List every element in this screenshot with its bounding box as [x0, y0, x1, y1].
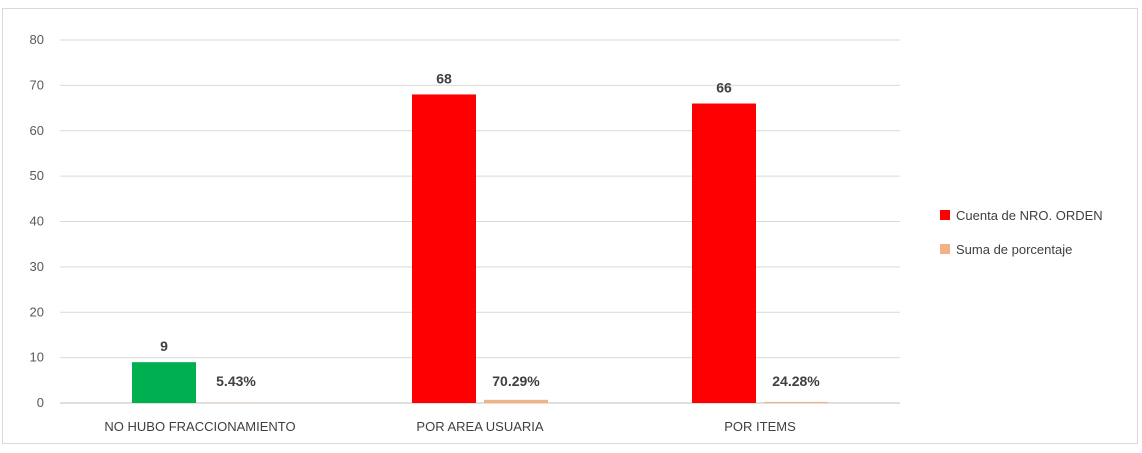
- legend: Cuenta de NRO. ORDEN Suma de porcentaje: [940, 203, 1103, 271]
- legend-item-cuenta: Cuenta de NRO. ORDEN: [940, 203, 1103, 227]
- legend-swatch-suma: [940, 244, 950, 254]
- legend-label-cuenta: Cuenta de NRO. ORDEN: [956, 208, 1103, 223]
- legend-label-suma: Suma de porcentaje: [956, 242, 1072, 257]
- legend-swatch-cuenta: [940, 210, 950, 220]
- legend-item-suma: Suma de porcentaje: [940, 237, 1103, 261]
